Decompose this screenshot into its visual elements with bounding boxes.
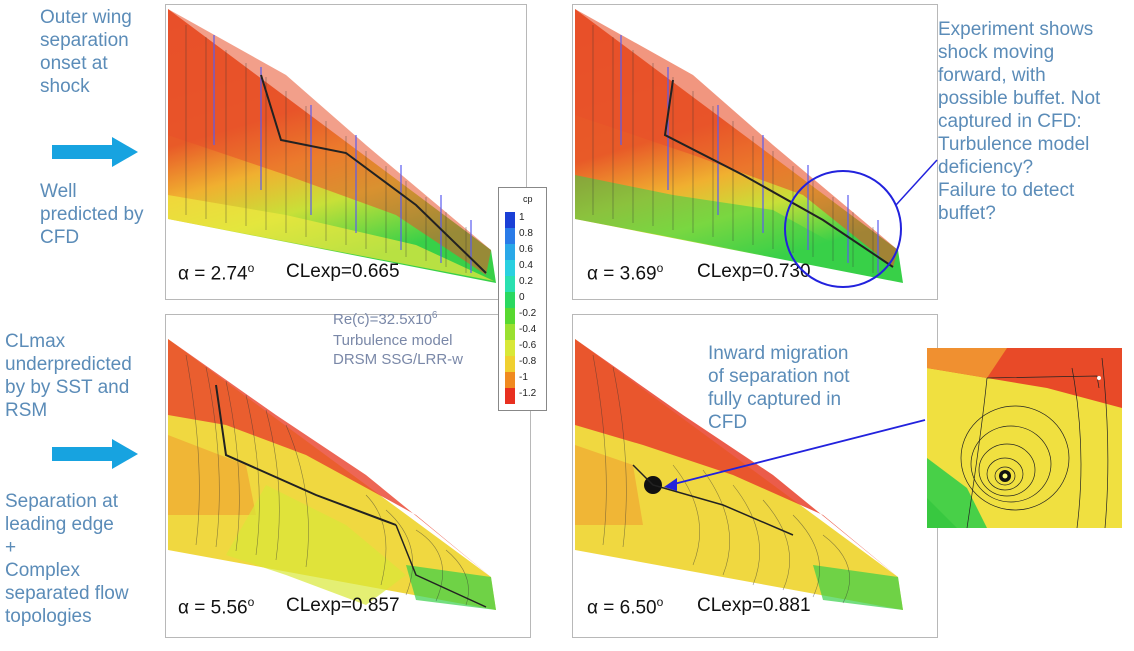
arrow-right-icon — [52, 439, 138, 469]
colorbar-tick-label: 0.4 — [519, 260, 533, 271]
colorbar-swatch — [505, 260, 515, 276]
colorbar-tick-label: -0.2 — [519, 308, 537, 319]
wing-cp-contour-plot — [575, 9, 903, 283]
note-well-predicted: Well predicted by CFD — [40, 181, 144, 248]
colorbar-swatch — [505, 388, 515, 404]
colorbar-tick-label: 0.2 — [519, 276, 533, 287]
colorbar-title: cp — [523, 194, 533, 204]
turbulence-model-text: Turbulence model DRSM SSG/LRR-w — [333, 332, 464, 368]
colorbar-tick-label: 0.8 — [519, 228, 533, 239]
wing-cp-contour-plot — [168, 9, 496, 283]
cp-plot-panel-3: α = 5.56o CLexp=0.857 — [165, 314, 531, 638]
colorbar-swatch — [505, 276, 515, 292]
arrow-right-icon — [52, 137, 138, 167]
note-clmax-underpredicted: CLmax underpredicted by by SST and RSM — [5, 331, 132, 421]
colorbar-tick-label: 1 — [519, 212, 525, 223]
note-inward-migration: Inward migration of separation not fully… — [708, 343, 850, 433]
alpha-label: α = 5.56o — [178, 595, 255, 619]
colorbar-tick-label: -1.2 — [519, 388, 537, 399]
note-separation-leading-edge: Separation at leading edge + Complex sep… — [5, 491, 129, 627]
clexp-label: CLexp=0.857 — [286, 595, 400, 616]
colorbar-tick-label: 0.6 — [519, 244, 533, 255]
colorbar-swatch — [505, 212, 515, 228]
alpha-label: α = 3.69o — [587, 261, 664, 285]
colorbar-swatch — [505, 356, 515, 372]
clexp-label: CLexp=0.665 — [286, 261, 400, 282]
colorbar-tick-label: -1 — [519, 372, 528, 383]
colorbar-swatch — [505, 292, 515, 308]
wing-cp-contour-plot — [168, 339, 496, 610]
note-outer-wing-separation: Outer wing separation onset at shock — [40, 7, 132, 97]
cp-plot-panel-2: α = 3.69o CLexp=0.730 — [572, 4, 938, 300]
colorbar-swatch — [505, 324, 515, 340]
colorbar-tick-label: -0.4 — [519, 324, 537, 335]
colorbar-swatch — [505, 372, 515, 388]
colorbar-swatch — [505, 340, 515, 356]
colorbar-swatch — [505, 308, 515, 324]
clexp-label: CLexp=0.881 — [697, 595, 811, 616]
alpha-label: α = 6.50o — [587, 595, 664, 619]
colorbar-tick-label: -0.8 — [519, 356, 537, 367]
vortex-zoom-image — [927, 348, 1122, 528]
cp-plot-panel-1: α = 2.74o CLexp=0.665 — [165, 4, 527, 300]
colorbar-swatch — [505, 244, 515, 260]
cp-colorbar-legend: cp 1 0.8 0.6 0.4 0.2 0 -0.2 -0.4 -0.6 -0.8 -1 -1.2 — [498, 187, 547, 411]
separation-vortex-inset — [927, 348, 1122, 528]
clexp-label: CLexp=0.730 — [697, 261, 811, 282]
colorbar-tick-label: -0.6 — [519, 340, 537, 351]
alpha-label: α = 2.74o — [178, 261, 255, 285]
reynolds-number: Re(c)=32.5x106 — [333, 310, 438, 328]
note-experiment-shock: Experiment shows shock moving forward, w… — [938, 19, 1101, 224]
colorbar-tick-label: 0 — [519, 292, 525, 303]
colorbar-swatch — [505, 228, 515, 244]
